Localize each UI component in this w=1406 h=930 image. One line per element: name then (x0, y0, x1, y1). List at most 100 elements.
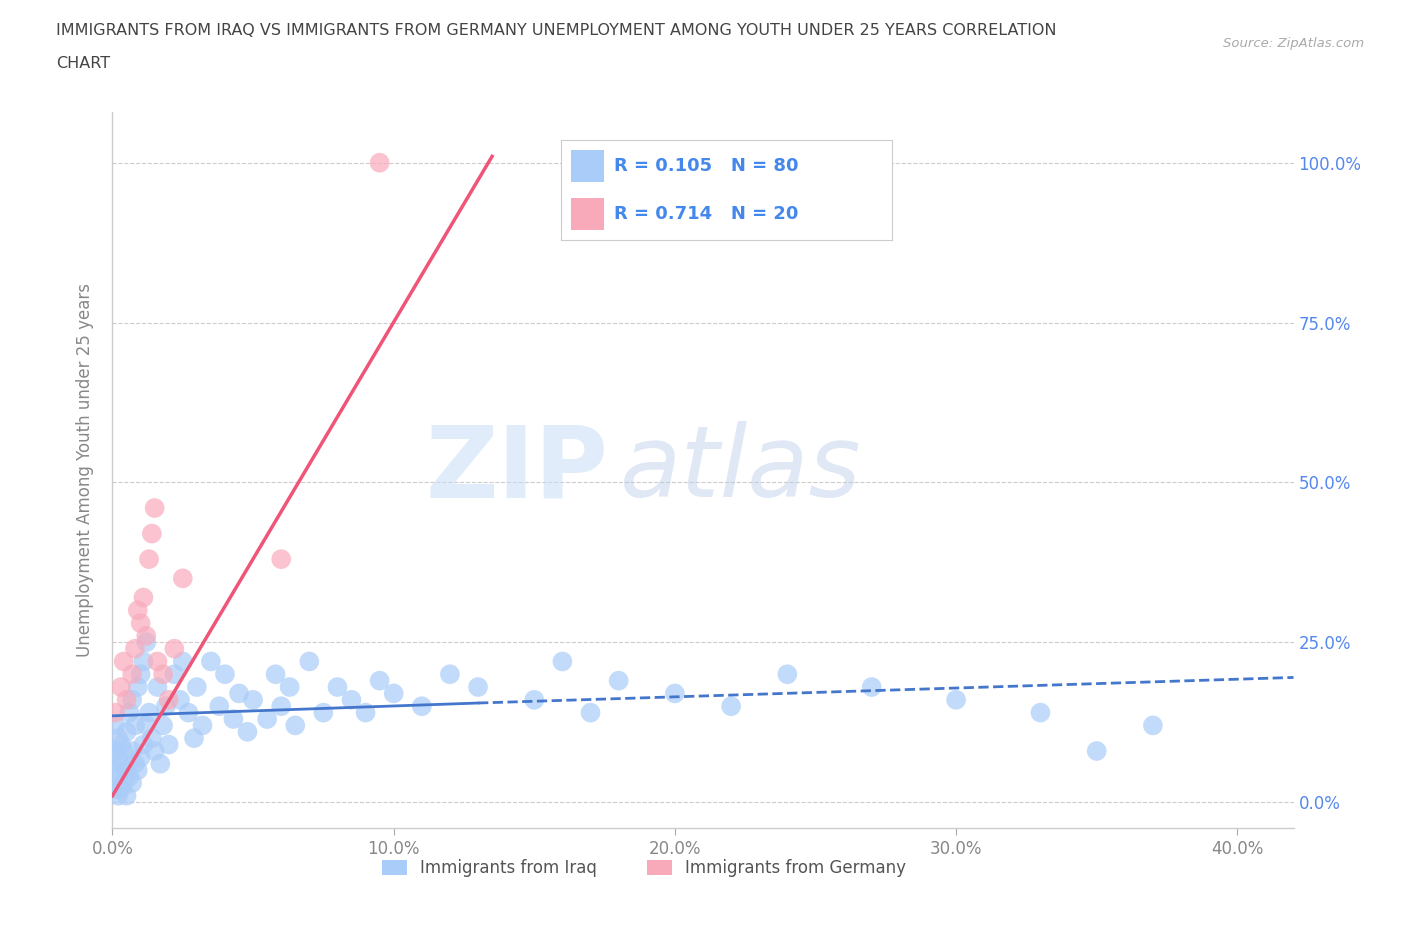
Point (107, 731, 129, 746)
Point (312, 705, 335, 720)
Point (191, 718, 214, 733)
Point (118, 769, 141, 784)
Point (467, 680, 489, 695)
Point (236, 724, 259, 739)
Point (135, 718, 157, 733)
Point (607, 673, 630, 688)
Point (155, 698, 177, 713)
Point (382, 686, 405, 701)
Point (115, 724, 138, 739)
Point (104, 782, 127, 797)
Point (110, 756, 132, 771)
Point (143, 500, 166, 515)
Text: CHART: CHART (56, 56, 110, 71)
Text: ZIP: ZIP (426, 421, 609, 518)
Point (152, 667, 174, 682)
Point (112, 776, 135, 790)
Point (107, 789, 129, 804)
Y-axis label: Unemployment Among Youth under 25 years: Unemployment Among Youth under 25 years (76, 283, 94, 657)
Point (340, 692, 363, 708)
Point (132, 591, 155, 605)
Point (104, 718, 127, 733)
Point (664, 686, 686, 701)
Point (129, 667, 152, 682)
Point (228, 686, 250, 701)
Point (115, 789, 138, 804)
Point (368, 673, 391, 688)
Point (110, 737, 132, 752)
Point (439, 667, 461, 682)
Point (163, 667, 186, 682)
Point (354, 705, 377, 720)
Point (129, 750, 152, 764)
Point (135, 629, 157, 644)
Point (129, 616, 152, 631)
Point (107, 769, 129, 784)
Point (163, 642, 186, 657)
Point (135, 635, 157, 650)
Point (110, 680, 132, 695)
Point (1029, 705, 1052, 720)
Point (172, 571, 194, 586)
Point (579, 705, 602, 720)
Point (127, 763, 149, 777)
Text: IMMIGRANTS FROM IRAQ VS IMMIGRANTS FROM GERMANY UNEMPLOYMENT AMONG YOUTH UNDER 2: IMMIGRANTS FROM IRAQ VS IMMIGRANTS FROM … (56, 23, 1057, 38)
Point (138, 705, 160, 720)
Point (132, 654, 155, 669)
Point (326, 680, 349, 695)
Point (270, 698, 292, 713)
Point (256, 711, 278, 726)
Point (242, 692, 264, 708)
Point (127, 603, 149, 618)
Point (124, 718, 146, 733)
Text: atlas: atlas (620, 421, 862, 518)
Point (551, 654, 574, 669)
Point (776, 667, 799, 682)
Point (177, 705, 200, 720)
Point (264, 667, 287, 682)
Point (121, 776, 143, 790)
Point (138, 551, 160, 566)
Point (104, 705, 127, 720)
Point (152, 718, 174, 733)
Point (284, 718, 307, 733)
Point (149, 756, 172, 771)
Point (186, 680, 208, 695)
Point (141, 731, 163, 746)
Point (112, 654, 135, 669)
Point (104, 744, 127, 759)
Point (146, 680, 169, 695)
Point (121, 667, 143, 682)
Point (146, 654, 169, 669)
Point (1085, 744, 1108, 759)
Point (143, 744, 166, 759)
Point (107, 750, 129, 764)
Point (860, 680, 883, 695)
Point (115, 763, 138, 777)
Point (132, 737, 155, 752)
Text: Source: ZipAtlas.com: Source: ZipAtlas.com (1223, 37, 1364, 50)
Point (118, 705, 141, 720)
Point (121, 744, 143, 759)
Point (124, 642, 146, 657)
Point (214, 667, 236, 682)
Point (222, 711, 245, 726)
Point (157, 737, 180, 752)
Point (172, 654, 194, 669)
Point (208, 698, 231, 713)
Point (141, 526, 163, 541)
Point (278, 680, 301, 695)
Point (270, 551, 292, 566)
Point (298, 654, 321, 669)
Legend: Immigrants from Iraq, Immigrants from Germany: Immigrants from Iraq, Immigrants from Ge… (375, 853, 912, 884)
Point (104, 763, 127, 777)
Point (523, 692, 546, 708)
Point (183, 731, 205, 746)
Point (200, 654, 222, 669)
Point (112, 744, 135, 759)
Point (157, 692, 180, 708)
Point (115, 692, 138, 708)
Point (1142, 718, 1164, 733)
Point (124, 756, 146, 771)
Point (127, 680, 149, 695)
